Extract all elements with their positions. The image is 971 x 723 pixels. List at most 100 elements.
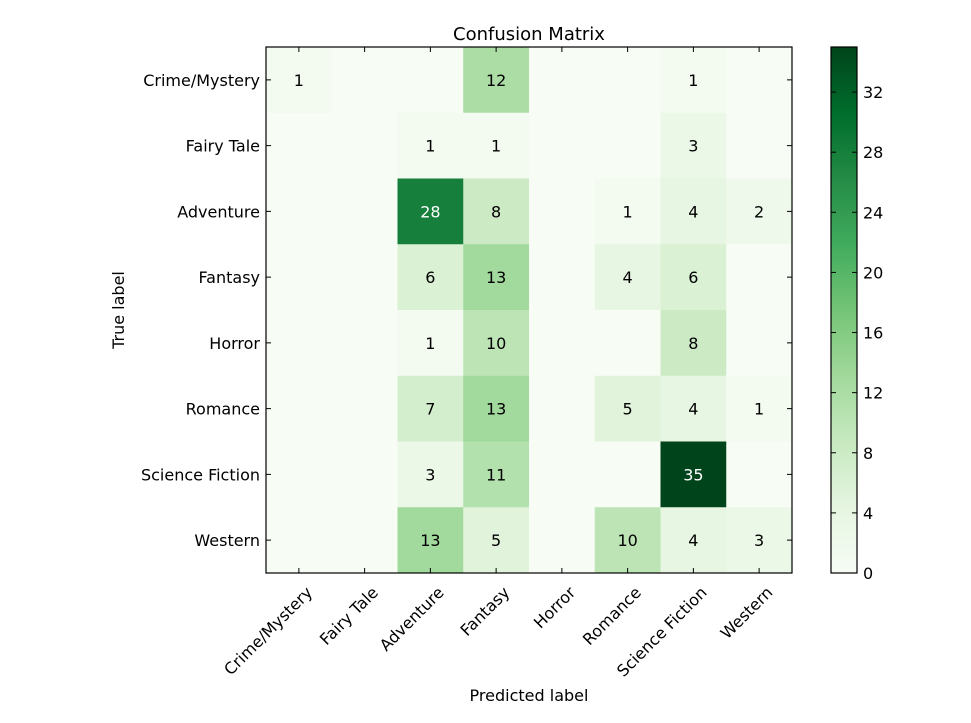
y-tick-label-fairy-tale: Fairy Tale — [186, 137, 260, 156]
heatmap-cell-science-fiction-fantasy — [463, 441, 530, 508]
heatmap-cell-adventure-romance — [594, 178, 661, 245]
cell-value-label: 28 — [420, 202, 440, 221]
cell-value-label: 1 — [491, 137, 501, 156]
colorbar: 0 4 8 12 16 20 24 28 32 — [830, 46, 883, 583]
heatmap-cell-romance-horror — [529, 375, 596, 442]
cell-value-label: 4 — [688, 400, 698, 419]
cell-value-label: 4 — [688, 531, 698, 550]
cell-value-label: 35 — [683, 465, 703, 484]
cell-value-label: 8 — [491, 202, 501, 221]
heatmap-cell-romance-western — [726, 375, 793, 442]
x-axis-label: Predicted label — [470, 686, 589, 705]
heatmap-cell-crime-mystery-fantasy — [463, 47, 530, 114]
heatmap-cell-fairy-tale-crime-mystery — [266, 112, 333, 179]
x-tick-label-western: Western — [717, 583, 777, 643]
heatmap-cell-western-fantasy — [463, 507, 530, 574]
heatmap-cell-crime-mystery-horror — [529, 47, 596, 114]
y-tick-label-adventure: Adventure — [177, 202, 260, 221]
heatmap-cell-romance-adventure — [397, 375, 464, 442]
cell-value-label: 2 — [754, 202, 764, 221]
heatmap-cell-western-romance — [594, 507, 661, 574]
heatmap-cell-fantasy-fantasy — [463, 244, 530, 311]
heatmap-cell-fantasy-romance — [594, 244, 661, 311]
plot-frame — [265, 46, 793, 574]
heatmap-cell-fairy-tale-adventure — [397, 112, 464, 179]
cell-value-label: 1 — [425, 334, 435, 353]
heatmap-cell-fantasy-horror — [529, 244, 596, 311]
y-tick-label-crime-mystery: Crime/Mystery — [143, 71, 260, 90]
heatmap-cell-crime-mystery-adventure — [397, 47, 464, 114]
x-tick-label-fantasy: Fantasy — [456, 583, 513, 640]
heatmap-cell-western-western — [726, 507, 793, 574]
heatmap-cell-romance-romance — [594, 375, 661, 442]
y-axis-label: True label — [109, 271, 128, 350]
heatmap-cell-adventure-western — [726, 178, 793, 245]
heatmap-frame — [265, 46, 793, 574]
cell-value-label: 13 — [420, 531, 440, 550]
x-tick-label-fairy-tale: Fairy Tale — [316, 583, 382, 649]
heatmap-cell-romance-fantasy — [463, 375, 530, 442]
heatmap-cell-romance-crime-mystery — [266, 375, 333, 442]
colorbar-tick-label: 16 — [863, 324, 883, 343]
cell-value-label: 13 — [486, 400, 506, 419]
heatmap-cell-crime-mystery-fairy-tale — [331, 47, 398, 114]
colorbar-tick-label: 4 — [863, 504, 873, 523]
cell-value-label: 1 — [294, 71, 304, 90]
cell-value-label: 3 — [754, 531, 764, 550]
heatmap-cell-horror-science-fiction — [660, 310, 727, 377]
heatmap-cell-western-crime-mystery — [266, 507, 333, 574]
heatmap-cell-science-fiction-adventure — [397, 441, 464, 508]
heatmap-cell-crime-mystery-romance — [594, 47, 661, 114]
heatmap-cell-horror-fantasy — [463, 310, 530, 377]
heatmap-cell-romance-fairy-tale — [331, 375, 398, 442]
heatmap-cell-crime-mystery-crime-mystery — [266, 47, 333, 114]
heatmap-cell-fantasy-science-fiction — [660, 244, 727, 311]
x-tick-label-crime-mystery: Crime/Mystery — [220, 583, 316, 679]
heatmap-cell-fantasy-fairy-tale — [331, 244, 398, 311]
cell-value-label: 1 — [425, 137, 435, 156]
heatmap-cell-science-fiction-western — [726, 441, 793, 508]
heatmap-cell-fairy-tale-science-fiction — [660, 112, 727, 179]
heatmap-cell-adventure-adventure — [397, 178, 464, 245]
heatmap-cell-crime-mystery-science-fiction — [660, 47, 727, 114]
cell-value-label: 4 — [623, 268, 633, 287]
heatmap-cell-horror-horror — [529, 310, 596, 377]
heatmap-cell-science-fiction-fairy-tale — [331, 441, 398, 508]
cell-value-label: 5 — [491, 531, 501, 550]
x-tick-label-horror: Horror — [530, 583, 580, 633]
heatmap-cell-adventure-crime-mystery — [266, 178, 333, 245]
heatmap-cell-fantasy-western — [726, 244, 793, 311]
heatmap-cell-western-fairy-tale — [331, 507, 398, 574]
heatmap-cell-adventure-horror — [529, 178, 596, 245]
heatmap-cell-fairy-tale-romance — [594, 112, 661, 179]
colorbar-gradient — [830, 46, 858, 574]
heatmap-cell-western-science-fiction — [660, 507, 727, 574]
x-tick-label-adventure: Adventure — [376, 583, 448, 655]
heatmap-cell-western-horror — [529, 507, 596, 574]
heatmap-cell-science-fiction-crime-mystery — [266, 441, 333, 508]
heatmap-cell-horror-fairy-tale — [331, 310, 398, 377]
heatmap-cell-horror-western — [726, 310, 793, 377]
x-tick-label-romance: Romance — [579, 583, 645, 649]
colorbar-tick-label: 28 — [863, 143, 883, 162]
cell-value-label: 10 — [486, 334, 506, 353]
cell-value-label: 5 — [623, 400, 633, 419]
y-tick-label-science-fiction: Science Fiction — [141, 465, 260, 484]
y-axis-ticks: Crime/Mystery Fairy Tale Adventure Fantasy H… — [141, 71, 792, 550]
heatmap-cell-horror-adventure — [397, 310, 464, 377]
colorbar-tick-label: 0 — [863, 564, 873, 583]
heatmap-cell-horror-romance — [594, 310, 661, 377]
heatmap-cell-fantasy-crime-mystery — [266, 244, 333, 311]
heatmap-cell-science-fiction-science-fiction — [660, 441, 727, 508]
y-tick-label-western: Western — [194, 531, 260, 550]
cell-value-label: 1 — [754, 400, 764, 419]
heatmap-cell-adventure-fantasy — [463, 178, 530, 245]
heatmap-cell-adventure-fairy-tale — [331, 178, 398, 245]
heatmap-cell-fairy-tale-fantasy — [463, 112, 530, 179]
cell-value-label: 11 — [486, 465, 506, 484]
heatmap-cell-romance-science-fiction — [660, 375, 727, 442]
y-tick-label-romance: Romance — [186, 400, 260, 419]
